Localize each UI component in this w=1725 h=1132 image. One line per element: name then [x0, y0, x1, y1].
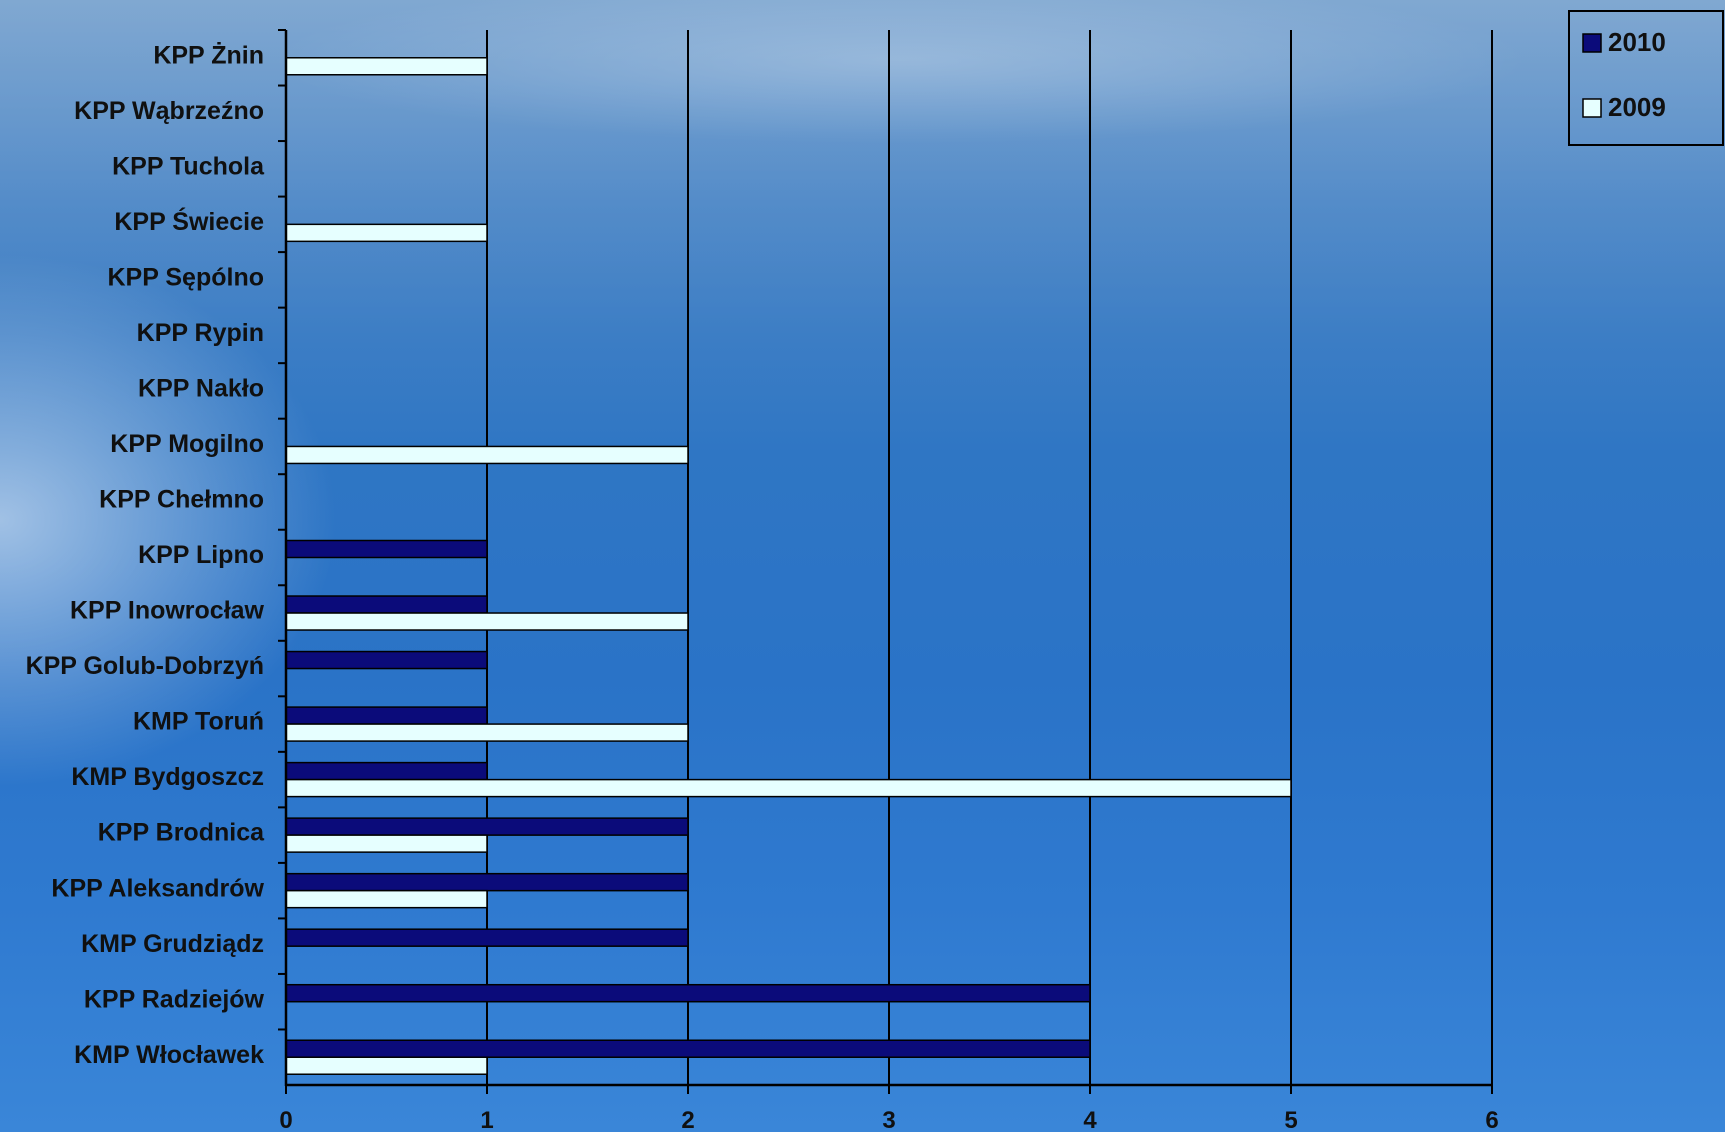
- bar-2010-5: [285, 761, 488, 781]
- bars: [285, 57, 1292, 1075]
- legend-label-2009: 2009: [1608, 92, 1666, 122]
- category-label: KPP Chełmno: [99, 486, 264, 514]
- bar-2009-4: [285, 834, 488, 853]
- legend-label-2010: 2010: [1608, 27, 1666, 57]
- bar-2009-0: [285, 1056, 488, 1075]
- category-label: KPP Rypin: [137, 319, 264, 347]
- category-label: KPP Wąbrzeźno: [74, 97, 264, 125]
- category-label: KMP Toruń: [133, 708, 264, 736]
- category-label: KMP Grudziądz: [81, 930, 264, 958]
- bar-2010-9: [285, 539, 488, 559]
- bar-2010-4: [285, 817, 689, 836]
- category-label: KPP Świecie: [114, 206, 264, 236]
- legend-swatch-2010: [1582, 33, 1602, 53]
- bar-2010-6: [285, 706, 488, 725]
- category-label: KPP Mogilno: [110, 430, 264, 458]
- bar-2009-18: [285, 57, 488, 76]
- legend-box: [1568, 10, 1724, 146]
- x-tick-label: 5: [1284, 1107, 1297, 1132]
- x-tick-label: 4: [1083, 1107, 1097, 1132]
- bar-2009-8: [285, 612, 689, 631]
- category-label: KPP Tuchola: [112, 152, 265, 180]
- bar-2009-6: [285, 723, 689, 742]
- category-label: KPP Radziejów: [84, 985, 265, 1013]
- x-tick-label: 1: [480, 1107, 493, 1132]
- bar-2009-11: [285, 445, 689, 465]
- category-label: KPP Inowrocław: [70, 597, 265, 625]
- x-tick-label: 0: [279, 1107, 292, 1132]
- bar-2010-3: [285, 872, 689, 892]
- x-tick-label: 6: [1485, 1107, 1498, 1132]
- bar-2010-1: [285, 983, 1091, 1003]
- category-label: KPP Żnin: [153, 41, 264, 69]
- category-label: KMP Włocławek: [74, 1041, 264, 1069]
- category-label: KPP Brodnica: [98, 819, 265, 847]
- category-label: KPP Golub-Dobrzyń: [26, 652, 264, 680]
- bar-2009-15: [285, 223, 488, 243]
- bar-2010-8: [285, 595, 488, 614]
- category-label: KPP Sępólno: [107, 263, 264, 291]
- bar-2010-7: [285, 650, 488, 670]
- x-tick-labels: 0 1 2 3 4 5 6: [279, 1107, 1498, 1132]
- legend-swatch-2009: [1582, 98, 1602, 118]
- x-tick-label: 3: [882, 1107, 895, 1132]
- gridlines: [486, 30, 1493, 1085]
- category-label: KMP Bydgoszcz: [71, 763, 264, 791]
- bar-2010-0: [285, 1039, 1091, 1058]
- bar-2009-3: [285, 889, 488, 909]
- bar-2010-2: [285, 928, 689, 947]
- bar-2009-5: [285, 778, 1292, 798]
- x-tick-label: 2: [681, 1107, 694, 1132]
- legend: 2010 2009: [1568, 10, 1724, 146]
- category-label: KPP Nakło: [138, 375, 264, 403]
- axes: [278, 29, 1493, 1094]
- category-label: KPP Aleksandrów: [51, 874, 264, 902]
- category-label: KPP Lipno: [138, 541, 264, 569]
- category-labels: KMP Włocławek KPP Radziejów KMP Grudziądz K…: [26, 41, 266, 1068]
